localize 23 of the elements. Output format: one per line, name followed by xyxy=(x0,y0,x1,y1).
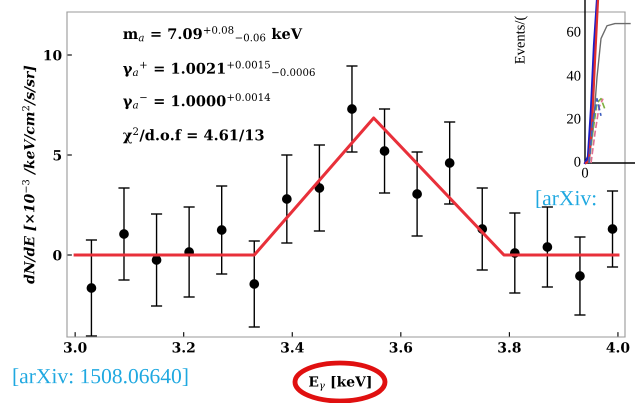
x-axis-title: E$_{γ}$ [keV] xyxy=(308,376,371,391)
x-tick-label: 3.0 xyxy=(64,342,87,353)
annotation: 60 xyxy=(567,26,580,37)
annotation: 20 xyxy=(567,114,580,124)
x-tick-label: 3.8 xyxy=(498,342,521,353)
y-axis-title: dN/dE [×10$^{−3}$ /keV/cm$^{2}$/s/sr] xyxy=(22,66,36,284)
x-tick-label: 4.0 xyxy=(606,342,630,353)
y-tick-label: 0 xyxy=(53,250,62,260)
x-tick-label: 3.6 xyxy=(390,342,412,353)
x-tick-label: 3.2 xyxy=(172,342,195,353)
text: [arXiv: 1508.06640] xyxy=(14,368,188,386)
annotation: 0 xyxy=(574,156,580,167)
annotation: γ$_{a}$$^{+}$ = 1.0021$^{+0.0015}$$_{−0.0006}$ xyxy=(123,60,315,77)
annotation: 0 xyxy=(582,168,588,178)
y-tick-label: 5 xyxy=(54,150,62,160)
annotation: Events/( xyxy=(514,16,528,64)
annotation: χ$^{2}$/d.o.f = 4.61/13 xyxy=(122,127,264,144)
x-tick-label: 3.4 xyxy=(281,342,304,353)
y-tick-label: 10 xyxy=(44,50,62,60)
annotation: m$_{a}$ = 7.09$^{+0.08}$$_{−0.06}$ keV xyxy=(123,26,302,42)
annotation: 40 xyxy=(566,70,580,81)
annotation: [arXiv: xyxy=(536,190,596,208)
annotation: γ$_{a}$$^{−}$ = 1.0000$^{+0.0014}$ xyxy=(123,93,270,110)
